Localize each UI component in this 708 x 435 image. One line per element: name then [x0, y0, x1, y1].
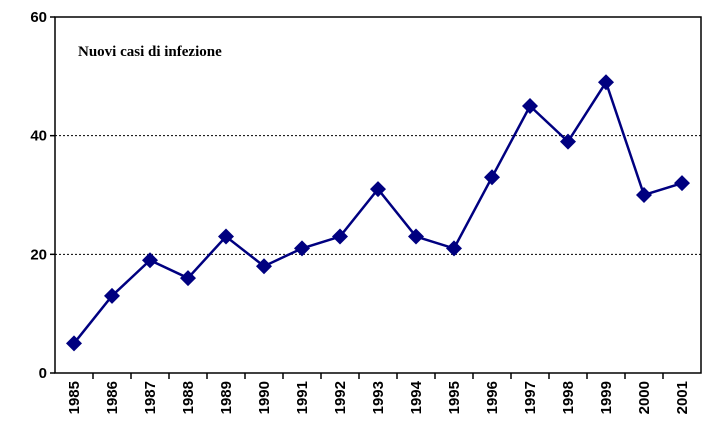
point-marker	[142, 252, 158, 269]
point-marker	[522, 98, 538, 114]
y-tick-label: 60	[30, 9, 47, 26]
point-marker	[446, 240, 462, 257]
point-marker	[104, 287, 120, 304]
x-tick-label: 1998	[560, 381, 577, 414]
y-tick-label: 20	[30, 246, 47, 263]
point-marker	[332, 228, 348, 245]
point-marker	[218, 228, 234, 245]
x-tick-label: 1985	[66, 381, 83, 414]
x-tick-label: 1987	[142, 381, 159, 414]
point-marker	[598, 74, 614, 91]
series-line	[73, 79, 683, 345]
x-tick-label: 1991	[294, 381, 311, 414]
x-tick-label: 1995	[446, 381, 463, 414]
point-marker	[370, 181, 386, 198]
point-marker	[256, 258, 272, 275]
x-tick-label: 1997	[522, 381, 539, 414]
x-tick-label: 1988	[180, 381, 197, 414]
point-marker	[66, 335, 82, 352]
plot-frame	[54, 16, 702, 374]
point-marker	[674, 175, 690, 192]
x-tick-label: 2001	[674, 381, 691, 414]
x-tick-label: 1986	[104, 381, 121, 414]
y-tick-label: 0	[39, 365, 47, 382]
x-tick-label: 1994	[408, 380, 425, 414]
x-tick-label: 1990	[256, 381, 273, 414]
x-tick-label: 1993	[370, 381, 387, 414]
x-tick-label: 1996	[484, 381, 501, 414]
point-marker	[636, 187, 652, 203]
point-marker	[484, 169, 500, 186]
x-tick-label: 2000	[636, 381, 653, 414]
annotation: Nuovi casi di infezione	[78, 44, 222, 60]
point-marker	[408, 228, 424, 245]
y-tick-label: 40	[30, 128, 47, 145]
x-tick-label: 1989	[218, 381, 235, 414]
point-marker	[294, 240, 310, 257]
point-marker	[180, 270, 196, 287]
x-tick-label: 1992	[332, 381, 349, 414]
point-marker	[560, 133, 576, 150]
x-tick-label: 1999	[598, 381, 615, 414]
